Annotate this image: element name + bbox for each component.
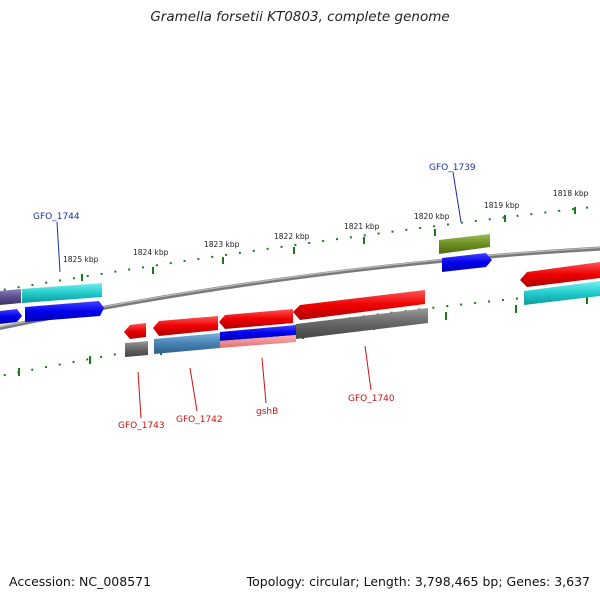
cds-gfo-1742-arrow[interactable] xyxy=(153,316,218,336)
accession-text: Accession: NC_008571 xyxy=(9,574,152,589)
gene-label-gfo-1742[interactable]: GFO_1742 xyxy=(176,415,223,425)
feature-gshb-blue[interactable] xyxy=(220,325,296,341)
forward-feature-olive[interactable] xyxy=(439,234,490,254)
tick-label-1818: 1818 kbp xyxy=(553,189,589,198)
cds-gfo-1743-arrow[interactable] xyxy=(124,323,146,339)
tick-label-1820: 1820 kbp xyxy=(414,212,450,221)
tick-label-1822: 1822 kbp xyxy=(274,232,310,241)
gene-label-gfo-1739[interactable]: GFO_1739 xyxy=(429,163,476,173)
feature-gfo-1740-gray[interactable] xyxy=(296,308,428,339)
outer-major-ticks xyxy=(81,207,576,281)
label-leaders xyxy=(56,171,462,419)
gene-label-gfo-1744[interactable]: GFO_1744 xyxy=(33,212,80,222)
feature-gfo-1743-gray[interactable] xyxy=(125,341,148,357)
tick-label-1825: 1825 kbp xyxy=(63,255,99,264)
tick-label-1821: 1821 kbp xyxy=(344,222,380,231)
gene-label-gshb[interactable]: gshB xyxy=(256,407,278,417)
cds-gfo-1744-arrow[interactable] xyxy=(25,301,104,322)
scale-tick-labels: 1818 kbp 1819 kbp 1820 kbp 1821 kbp 1822… xyxy=(63,189,589,264)
cds-gfo-1740-arrow[interactable] xyxy=(293,290,425,320)
cds-gshb-arrow[interactable] xyxy=(219,309,293,329)
reverse-feature-red-right[interactable] xyxy=(520,262,600,287)
feature-gshb-pink[interactable] xyxy=(220,335,296,348)
tick-label-1823: 1823 kbp xyxy=(204,240,240,249)
forward-feature-blue-left[interactable] xyxy=(0,309,22,324)
map-title: Gramella forsetii KT0803, complete genom… xyxy=(150,9,450,25)
cds-gfo-1739-arrow[interactable] xyxy=(442,253,492,272)
forward-feature-cyan[interactable] xyxy=(22,283,102,303)
forward-feature-slate[interactable] xyxy=(0,289,21,305)
tick-label-1824: 1824 kbp xyxy=(133,248,169,257)
tick-label-1819: 1819 kbp xyxy=(484,201,520,210)
topology-text: Topology: circular; Length: 3,798,465 bp… xyxy=(246,574,590,589)
gene-label-gfo-1740[interactable]: GFO_1740 xyxy=(348,394,395,404)
gene-label-gfo-1743[interactable]: GFO_1743 xyxy=(118,421,165,431)
reverse-feature-cyan-right[interactable] xyxy=(524,281,600,305)
feature-gfo-1742-steel[interactable] xyxy=(154,333,220,354)
